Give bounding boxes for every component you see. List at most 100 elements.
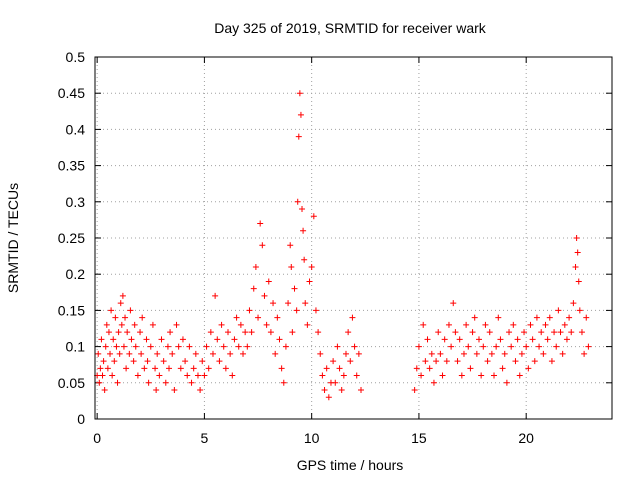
data-point	[546, 314, 553, 321]
data-point	[231, 336, 238, 343]
data-point	[115, 329, 122, 336]
data-point	[225, 329, 232, 336]
data-point	[529, 336, 536, 343]
plot-frame	[94, 56, 613, 420]
data-point	[188, 379, 195, 386]
data-point	[540, 350, 547, 357]
data-point	[166, 365, 173, 372]
data-point	[478, 372, 485, 379]
data-point	[523, 343, 530, 350]
data-point	[265, 278, 272, 285]
data-point	[306, 278, 313, 285]
data-point	[112, 314, 119, 321]
data-point	[156, 372, 163, 379]
data-point	[288, 263, 295, 270]
data-point	[299, 206, 306, 213]
data-point	[143, 336, 150, 343]
x-tick-labels: 0 5 10 15 20	[93, 430, 534, 446]
data-point	[291, 285, 298, 292]
data-point	[315, 329, 322, 336]
data-point	[144, 358, 151, 365]
data-point	[332, 379, 339, 386]
y-tick-label: 0.45	[58, 85, 85, 101]
data-point	[250, 285, 257, 292]
data-point	[521, 329, 528, 336]
data-point	[207, 329, 214, 336]
data-point	[454, 358, 461, 365]
data-point	[484, 358, 491, 365]
data-point	[559, 350, 566, 357]
data-point	[430, 379, 437, 386]
data-point	[501, 350, 508, 357]
data-point	[506, 329, 513, 336]
data-point	[108, 307, 115, 314]
data-point	[233, 314, 240, 321]
data-point	[514, 336, 521, 343]
data-point	[415, 343, 422, 350]
y-tick-labels: 0 0.05 0.1 0.15 0.2 0.25 0.3 0.35 0.4 0.45 0.5	[58, 49, 85, 427]
data-point	[548, 358, 555, 365]
data-point	[585, 343, 592, 350]
data-point	[310, 213, 317, 220]
y-tick-label: 0.4	[66, 121, 86, 137]
data-point	[542, 321, 549, 328]
data-point	[450, 300, 457, 307]
y-tick-label: 0.3	[66, 194, 86, 210]
data-point	[134, 372, 141, 379]
data-point	[120, 343, 127, 350]
data-point	[220, 343, 227, 350]
data-point	[116, 350, 123, 357]
data-point	[358, 387, 365, 394]
data-point	[141, 365, 148, 372]
data-point	[287, 242, 294, 249]
data-point	[424, 336, 431, 343]
data-point	[448, 343, 455, 350]
x-axis-label: GPS time / hours	[297, 457, 404, 473]
data-point	[101, 387, 108, 394]
data-point	[301, 256, 308, 263]
data-point	[126, 350, 133, 357]
data-point	[227, 350, 234, 357]
data-point	[149, 321, 156, 328]
data-point	[544, 336, 551, 343]
data-point	[304, 321, 311, 328]
data-point	[110, 336, 117, 343]
x-tick-label: 15	[411, 430, 427, 446]
data-point	[525, 365, 532, 372]
chart-title: Day 325 of 2019, SRMTID for receiver war…	[214, 20, 487, 36]
data-point	[300, 227, 307, 234]
data-point	[426, 365, 433, 372]
data-point	[482, 321, 489, 328]
data-point	[480, 343, 487, 350]
data-point	[139, 314, 146, 321]
data-point	[192, 350, 199, 357]
data-point	[508, 343, 515, 350]
data-point	[452, 329, 459, 336]
data-point	[205, 365, 212, 372]
data-point	[248, 329, 255, 336]
axis-ticks	[95, 56, 612, 420]
data-point	[302, 300, 309, 307]
data-point	[102, 343, 109, 350]
data-point	[177, 365, 184, 372]
data-point	[321, 387, 328, 394]
data-point	[162, 379, 169, 386]
y-tick-label: 0.15	[58, 302, 85, 318]
data-point	[190, 365, 197, 372]
data-point	[261, 292, 268, 299]
data-point	[103, 321, 110, 328]
data-point	[98, 336, 105, 343]
data-point	[209, 350, 216, 357]
data-point	[222, 365, 229, 372]
y-tick-label: 0.2	[66, 266, 86, 282]
data-point	[497, 336, 504, 343]
x-tick-label: 10	[304, 430, 320, 446]
data-point	[493, 343, 500, 350]
data-point	[576, 307, 583, 314]
data-point	[435, 329, 442, 336]
data-point	[169, 350, 176, 357]
data-point	[557, 329, 564, 336]
data-point	[109, 372, 116, 379]
data-point	[297, 111, 304, 118]
y-tick-label: 0.25	[58, 230, 85, 246]
